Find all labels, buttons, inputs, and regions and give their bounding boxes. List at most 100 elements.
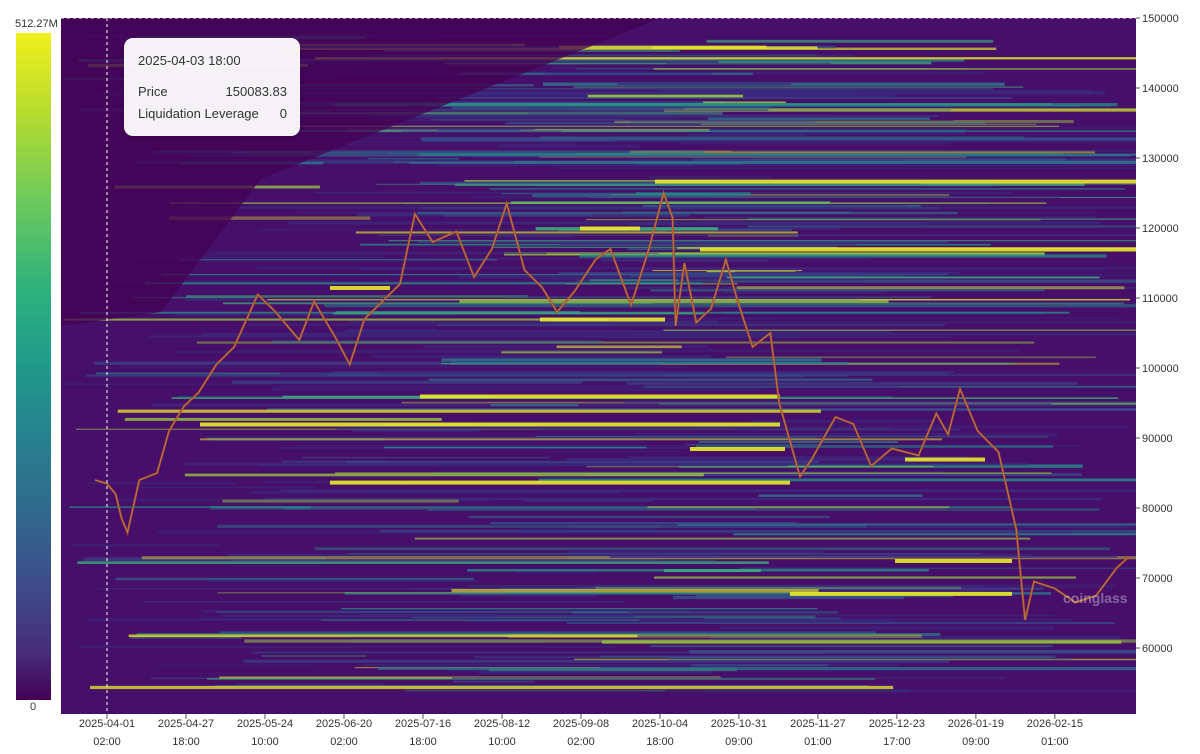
liquidity-band [501,350,663,354]
liquidity-band [458,72,754,76]
y-tick-label: 80000 [1142,503,1173,515]
liquidity-band [205,436,817,440]
liquidity-band [672,595,904,600]
y-tick-label: 100000 [1142,363,1179,375]
liquidity-band [686,443,821,445]
liquidity-band [362,664,899,667]
liquidity-band [107,252,659,254]
color-scale-bar [16,33,51,700]
liquidity-band [752,158,1066,162]
liquidity-band [428,378,873,382]
x-tick-date: 2025-10-04 [632,718,688,730]
liquidity-band [654,576,1077,579]
x-tick-date: 2025-08-12 [474,718,530,730]
liquidity-band [414,537,1031,540]
liquidity-band [468,515,830,519]
liquidity-band [505,296,932,299]
liquidity-band [83,557,326,561]
x-tick-time: 10:00 [488,736,516,748]
liquidity-band [706,39,994,43]
liquidity-band [452,362,848,365]
x-tick-time: 18:00 [646,736,674,748]
liquidity-band [418,241,948,243]
liquidity-band [343,330,893,333]
liquidity-band [571,611,838,614]
liquidity-band [280,372,948,376]
liquidity-band [78,646,615,648]
liquidity-band [489,188,1126,190]
liquidity-band [570,526,1136,529]
liquidity-band [352,428,481,432]
liquidity-band [630,150,1095,154]
y-tick-label: 90000 [1142,433,1173,445]
liquidity-band [567,556,813,560]
liquidity-band [649,645,1053,648]
liquidity-band [332,143,576,145]
liquidity-band [161,273,688,276]
liquidity-band [124,417,442,421]
high-liquidation-level [420,394,780,399]
liquidity-band [139,486,315,489]
liquidity-band [420,137,1136,141]
y-tick-label: 110000 [1142,293,1178,305]
liquidity-band [450,91,1105,95]
liquidity-band [327,373,1137,377]
tooltip-leverage-value: 0 [279,106,287,121]
liquidity-band [464,179,721,182]
liquidity-band [736,286,1125,290]
liquidity-band [272,388,762,392]
liquidity-band [169,216,371,220]
liquidity-band [732,428,959,431]
liquidity-band [514,161,1136,164]
liquidity-band [601,259,769,262]
liquidity-band [299,211,1095,214]
liquidity-band [669,657,1071,660]
liquidity-band [174,314,455,317]
liquidity-band [199,617,673,620]
liquidity-band [203,610,692,613]
x-tick-time: 02:00 [330,736,358,748]
liquidity-band [700,123,1037,125]
x-tick-date: 2025-10-31 [711,718,767,730]
y-tick-label: 60000 [1142,643,1173,655]
liquidity-band [507,634,922,638]
liquidity-band [371,355,711,358]
liquidity-band [454,183,1085,186]
liquidity-band [665,228,793,231]
liquidity-band [678,523,1136,526]
liquidity-band [443,213,690,217]
liquidity-band [636,432,1058,437]
liquidity-band [418,153,1136,156]
liquidity-band [550,66,734,70]
liquidity-band [157,530,1073,534]
liquidity-band [631,158,905,162]
liquidity-band [559,242,857,246]
tooltip-price-label: Price [138,84,168,99]
liquidity-band [719,626,1054,630]
liquidity-band [499,587,1044,591]
liquidity-band [498,144,641,148]
liquidity-band [492,614,1055,617]
liquidity-band [188,154,1131,157]
liquidity-band [376,183,1137,185]
liquidity-band [595,586,962,589]
liquidity-band [452,677,1006,679]
liquidity-band [490,522,797,525]
liquidity-band [490,403,579,407]
x-tick-time: 09:00 [725,736,753,748]
liquidity-band [227,553,1033,558]
liquidity-band [259,228,723,231]
high-liquidation-level [200,422,780,427]
liquidity-band [120,366,686,368]
liquidity-band [703,216,1096,219]
liquidity-band [747,225,1136,228]
liquidity-band [384,446,647,449]
liquidity-band [507,592,691,594]
liquidity-band [642,205,921,208]
liquidity-band [308,136,483,139]
liquidity-band [355,231,798,234]
liquidity-band [117,409,821,413]
liquidity-band [452,680,535,683]
liquidity-band [599,655,1056,658]
liquidity-band [63,318,610,321]
